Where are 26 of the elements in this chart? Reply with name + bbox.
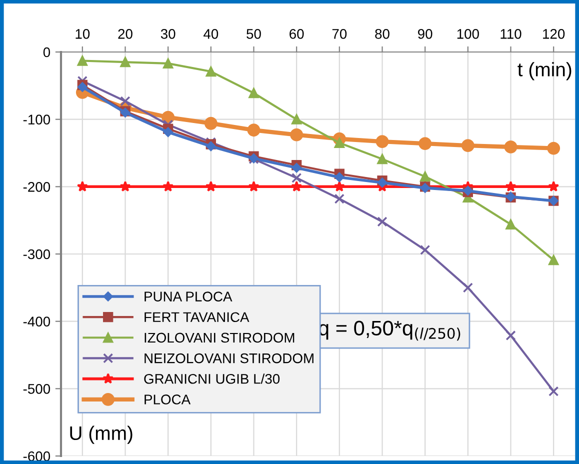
legend-label: GRANICNI UGIB L/30 <box>144 374 280 384</box>
y-tick-label: -100 <box>23 114 50 125</box>
y-tick-label: -300 <box>23 249 50 260</box>
legend-label: NEIZOLOVANI STIRODOM <box>144 353 314 364</box>
x-tick-label: 40 <box>204 29 218 39</box>
x-tick-label: 80 <box>375 29 390 39</box>
x-tick-label: 90 <box>418 29 432 39</box>
y-tick-label: -200 <box>23 182 50 192</box>
x-tick-label: 50 <box>246 29 261 39</box>
legend-label: IZOLOVANI STIRODOM <box>144 332 294 343</box>
x-tick-label: 30 <box>160 29 176 39</box>
y-tick-label: 0 <box>43 47 50 58</box>
x-axis-title: t (min) <box>518 62 572 80</box>
x-tick-label: 110 <box>500 29 522 39</box>
x-tick-label: 120 <box>543 29 565 39</box>
x-tick-label: 60 <box>290 29 304 39</box>
legend-label: PLOCA <box>144 394 191 404</box>
y-tick-label: -400 <box>23 316 50 327</box>
y-tick-label: -500 <box>23 384 50 394</box>
legend-label: FERT TAVANICA <box>144 312 250 322</box>
x-tick-label: 70 <box>332 29 347 39</box>
x-tick-label: 20 <box>118 29 132 39</box>
legend-label: PUNA PLOCA <box>144 292 232 302</box>
x-tick-label: 100 <box>457 29 479 39</box>
y-axis-title: U (mm) <box>70 426 132 444</box>
x-tick-label: 10 <box>76 29 90 39</box>
